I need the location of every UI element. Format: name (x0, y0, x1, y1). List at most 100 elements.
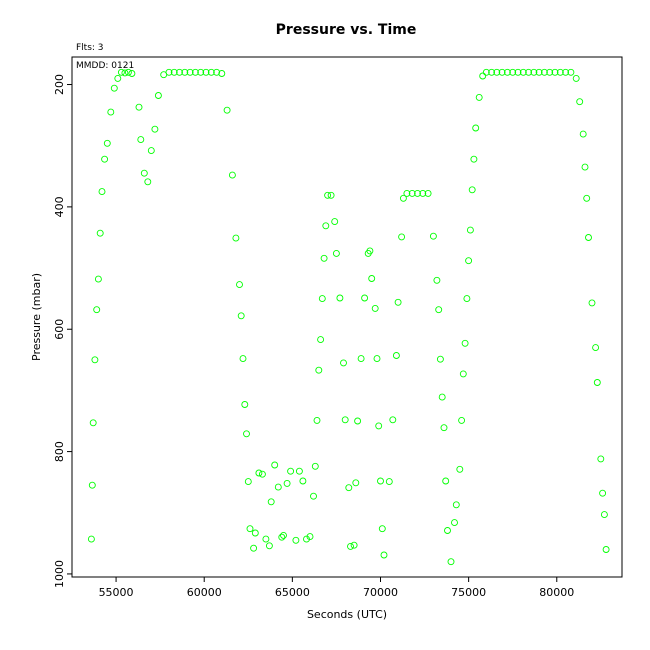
data-point (493, 68, 501, 76)
data-point (600, 511, 608, 519)
data-point (583, 194, 591, 202)
x-tick-label: 75000 (451, 586, 486, 599)
y-axis-label: Pressure (mbar) (30, 273, 43, 361)
data-point (267, 498, 275, 506)
data-point (435, 306, 443, 314)
data-point (320, 254, 328, 262)
data-point (251, 529, 259, 537)
data-point (377, 477, 384, 485)
data-point (599, 489, 607, 497)
data-point (218, 70, 226, 77)
data-point (408, 189, 416, 197)
data-points (87, 68, 610, 566)
data-point (475, 93, 483, 101)
data-point (602, 546, 610, 553)
data-point (373, 355, 381, 363)
data-point (479, 72, 487, 80)
data-point (466, 226, 474, 234)
data-point (223, 106, 231, 114)
data-point (345, 484, 353, 492)
data-point (151, 125, 159, 133)
data-point (350, 541, 358, 549)
data-point (503, 68, 511, 76)
data-point (197, 68, 205, 76)
x-tick-label: 60000 (187, 586, 222, 599)
data-point (101, 155, 109, 163)
data-point (232, 234, 240, 242)
data-point (551, 68, 559, 76)
data-point (278, 533, 286, 541)
data-point (340, 359, 347, 367)
data-point (398, 233, 406, 241)
data-point (89, 419, 97, 427)
data-point (447, 558, 455, 566)
data-point (419, 189, 427, 197)
data-point (444, 527, 451, 534)
data-point (135, 103, 143, 111)
data-point (461, 339, 469, 347)
data-point (336, 294, 344, 302)
data-point (107, 108, 115, 116)
data-point (429, 232, 437, 240)
y-tick-label: 200 (53, 74, 66, 95)
x-tick-label: 80000 (539, 586, 574, 599)
data-point (280, 531, 287, 539)
data-point (468, 186, 476, 194)
data-point (322, 222, 330, 230)
data-point (540, 68, 548, 76)
data-point (243, 430, 250, 438)
data-point (597, 455, 605, 463)
data-point (154, 92, 162, 99)
data-point (341, 416, 349, 424)
data-point (317, 336, 325, 344)
data-point (442, 477, 450, 485)
data-point (324, 191, 332, 199)
data-point (144, 178, 152, 186)
data-point (114, 74, 122, 82)
data-point (366, 247, 374, 255)
data-point (472, 124, 480, 132)
data-point (96, 229, 104, 237)
data-point (299, 477, 307, 485)
data-point (98, 188, 106, 196)
y-tick-label: 1000 (53, 560, 66, 588)
data-point (585, 234, 592, 241)
data-point (128, 70, 136, 77)
data-point (579, 130, 587, 138)
data-point (124, 68, 132, 76)
data-point (572, 74, 580, 82)
data-point (110, 84, 118, 92)
data-point (271, 461, 279, 469)
x-axis-label: Seconds (UTC) (307, 608, 387, 621)
data-point (588, 299, 596, 307)
data-point (274, 483, 282, 491)
data-point (186, 68, 194, 76)
data-point (327, 191, 335, 199)
data-point (121, 69, 129, 77)
data-point (433, 276, 441, 284)
data-point (213, 68, 221, 76)
data-point (470, 155, 478, 163)
data-point (311, 462, 319, 470)
y-tick-label: 800 (53, 441, 66, 462)
data-point (306, 533, 314, 541)
data-point (465, 257, 473, 265)
data-point (436, 355, 444, 363)
data-point (567, 68, 575, 76)
data-point (357, 355, 365, 363)
data-point (576, 98, 584, 106)
x-tick-label: 70000 (363, 586, 398, 599)
data-point (438, 393, 446, 401)
data-point (440, 424, 448, 432)
data-point (265, 542, 273, 550)
data-point (283, 479, 291, 487)
data-point (244, 478, 252, 486)
data-point (458, 416, 466, 424)
data-point (255, 469, 263, 477)
data-point (207, 68, 215, 76)
data-point (394, 298, 402, 306)
data-point (546, 68, 554, 76)
data-point (318, 295, 326, 303)
data-point (237, 312, 245, 320)
data-point (530, 68, 538, 76)
